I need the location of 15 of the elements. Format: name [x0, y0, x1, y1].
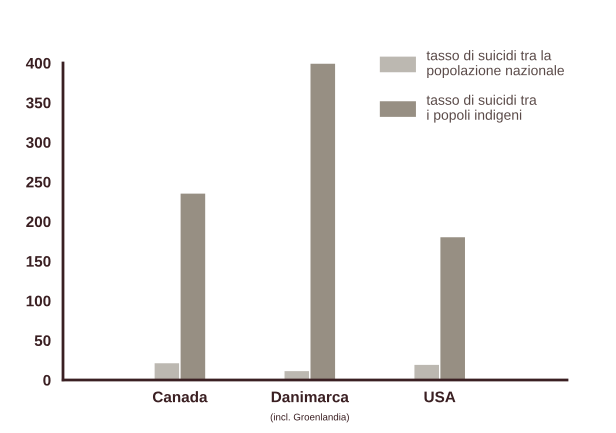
- x-tick-label: USA: [424, 392, 456, 402]
- x-tick-label: Danimarca: [272, 391, 349, 402]
- y-tick-label: 250: [26, 176, 51, 188]
- legend-label: tasso di suicidi tra la popolazione nazionale: [426, 50, 564, 78]
- y-tick-label: 350: [26, 97, 51, 108]
- y-tick-label: 0: [43, 374, 51, 386]
- y-tick-label: 50: [34, 335, 51, 346]
- y-tick-label: 100: [26, 296, 51, 306]
- legend-label: tasso di suicidi tra i popoli indigeni: [426, 94, 537, 123]
- y-tick-label: 300: [26, 137, 51, 148]
- x-tick-label: Canada: [152, 391, 208, 402]
- y-tick-label: 200: [26, 216, 51, 228]
- y-tick-label: 400: [26, 58, 51, 69]
- y-tick-label: 150: [26, 256, 51, 267]
- text: (incl. Groenlandia): [270, 413, 349, 422]
